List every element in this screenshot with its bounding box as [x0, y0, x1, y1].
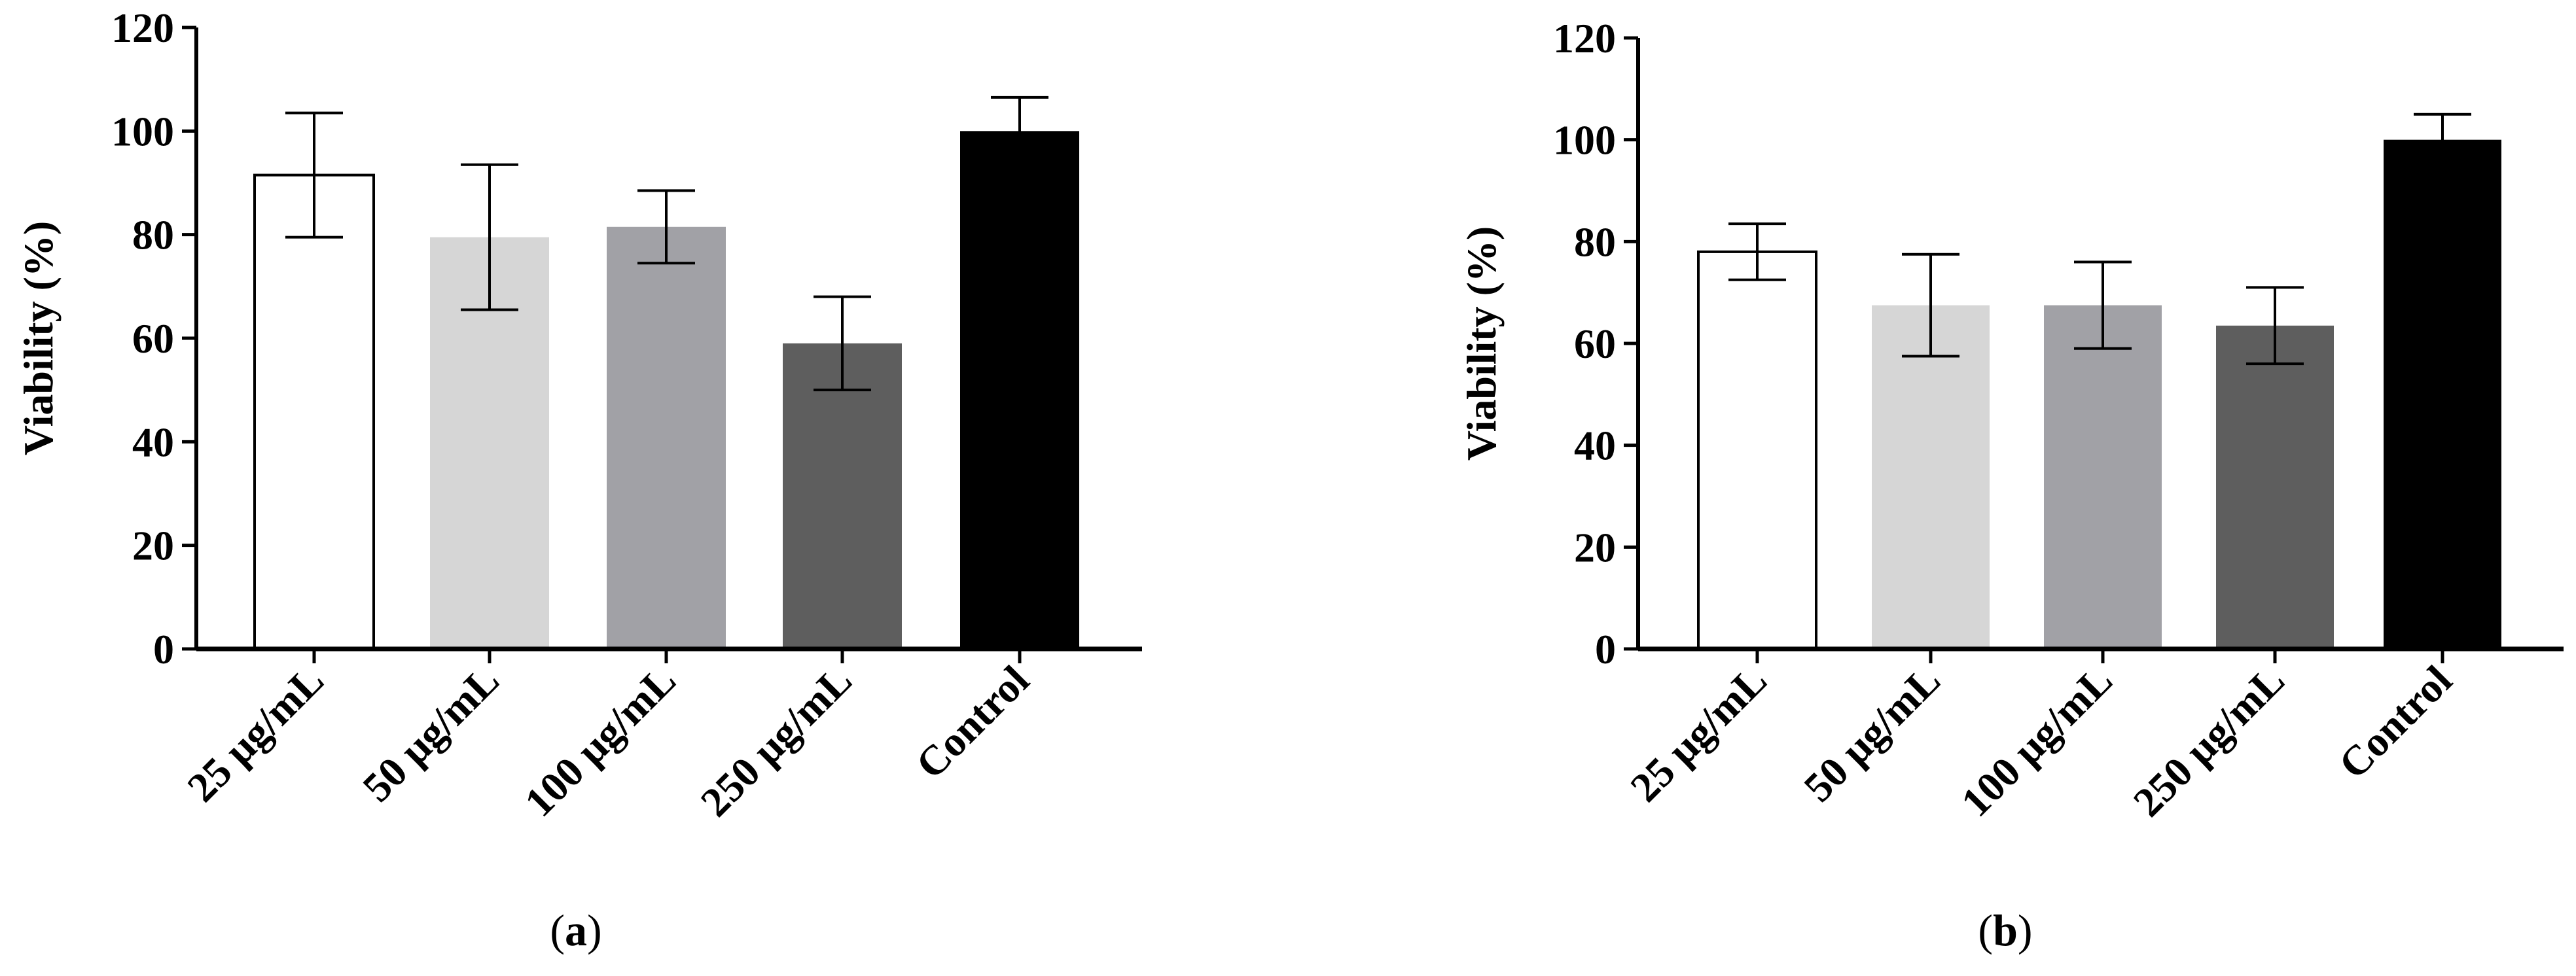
- category-label-a-1: 25 μg/mL: [178, 657, 332, 811]
- chart-panel-b: 0 20 40 60 80 100 120 25 μg/mL 50 μg/mL 100 μg/mL…: [1458, 15, 2564, 955]
- y-tick-label-a-100: 100: [111, 108, 174, 154]
- category-label-b-2: 50 μg/mL: [1795, 657, 1949, 811]
- category-label-b-1: 25 μg/mL: [1621, 657, 1776, 811]
- y-tick-label-b-100: 100: [1553, 117, 1616, 164]
- y-tick-label-a-0: 0: [153, 626, 174, 672]
- y-axis-title-b: Viability (%): [1458, 226, 1505, 461]
- category-label-a-2: 50 μg/mL: [353, 657, 508, 811]
- y-tick-label-b-40: 40: [1574, 423, 1616, 469]
- bar-a-5: [960, 131, 1079, 650]
- panel-label-letter: b: [1993, 905, 2018, 955]
- category-label-a-4: 250 μg/mL: [692, 657, 861, 826]
- y-tick-label-a-80: 80: [132, 212, 174, 258]
- bar-a-1: [253, 173, 375, 650]
- panel-label-b: (b): [1978, 905, 2032, 955]
- chart-panel-a: 0 20 40 60 80 100 120 25 μg/mL 50 μg/mL 100 μg/mL…: [15, 5, 1142, 955]
- y-tick-label-b-0: 0: [1595, 626, 1616, 672]
- y-tick-label-b-120: 120: [1553, 15, 1616, 61]
- y-tick-label-a-20: 20: [132, 523, 174, 569]
- bar-a-3: [607, 226, 726, 650]
- bar-b-5: [2384, 139, 2501, 649]
- y-tick-label-b-60: 60: [1574, 321, 1616, 367]
- y-tick-label-a-60: 60: [132, 315, 174, 362]
- y-tick-label-b-80: 80: [1574, 218, 1616, 265]
- bar-b-4: [2216, 325, 2334, 649]
- bar-b-1: [1697, 250, 1817, 650]
- panel-label-close-paren: ): [2018, 905, 2033, 955]
- y-tick-label-a-40: 40: [132, 419, 174, 465]
- panel-label-letter: a: [565, 905, 587, 955]
- category-label-a-5: Control: [907, 657, 1038, 788]
- category-label-b-4: 250 μg/mL: [2124, 657, 2293, 826]
- category-label-b-3: 100 μg/mL: [1952, 657, 2121, 826]
- panel-label-a: (a): [550, 905, 601, 955]
- y-axis-title-a: Viability (%): [15, 221, 62, 456]
- bar-b-2: [1872, 305, 1990, 649]
- y-tick-label-a-120: 120: [111, 5, 174, 51]
- category-label-b-5: Control: [2330, 657, 2461, 788]
- y-tick-label-b-20: 20: [1574, 524, 1616, 570]
- bar-a-4: [783, 343, 902, 649]
- panel-label-close-paren: ): [587, 905, 602, 955]
- bar-b-3: [2044, 305, 2162, 649]
- panel-label-open-paren: (: [1978, 905, 1993, 955]
- category-label-a-3: 100 μg/mL: [516, 657, 685, 826]
- panel-label-open-paren: (: [550, 905, 565, 955]
